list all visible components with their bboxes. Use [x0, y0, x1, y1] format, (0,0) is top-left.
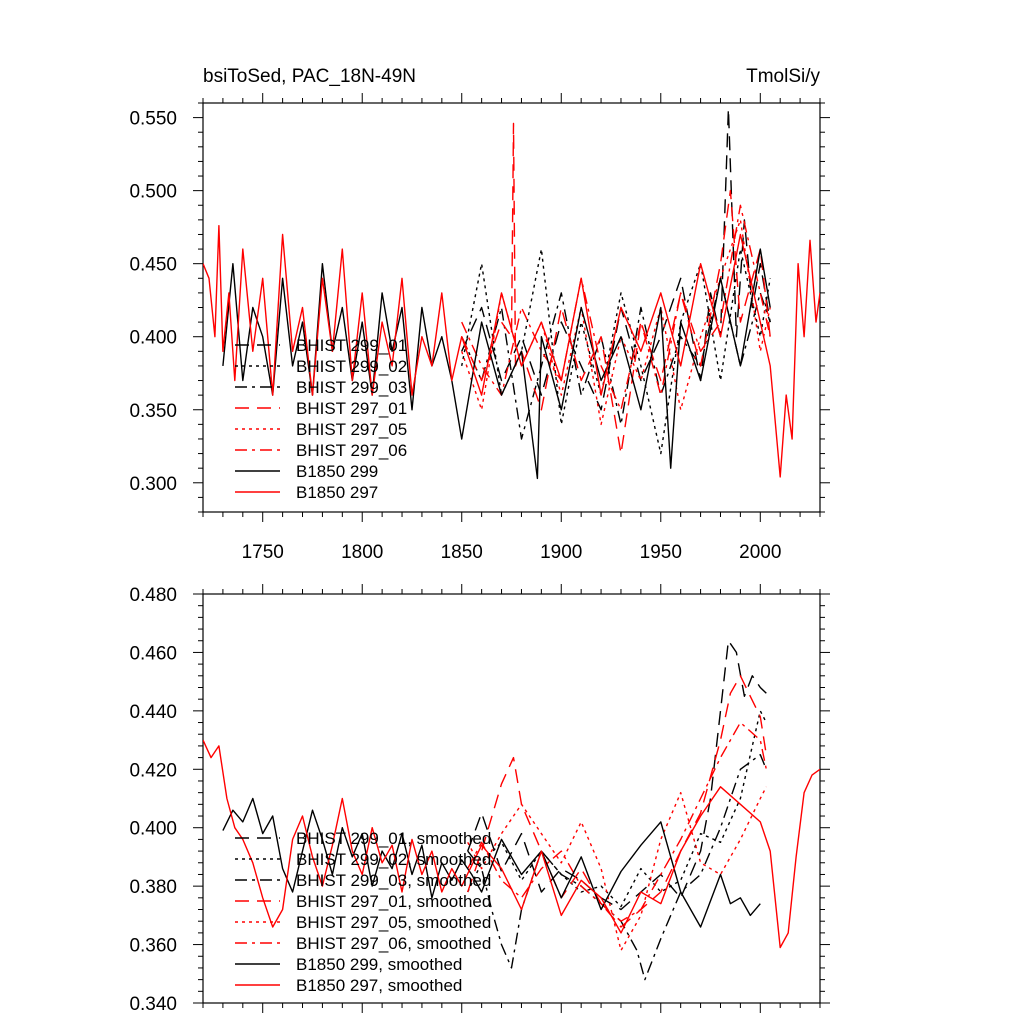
bottom-panel: 0.340 0.360 0.380 0.400 0.420 0.440 0.460 0.480… [129, 584, 830, 1015]
legend-label: BHIST 299_02 [296, 357, 407, 376]
legend-label: BHIST 299_01 [296, 336, 407, 355]
x-tick-label: 1850 [441, 542, 483, 563]
legend-label: BHIST 297_05, smoothed [296, 913, 491, 932]
legend-label: BHIST 299_01, smoothed [296, 829, 491, 848]
panel-title-left: bsiToSed, PAC_18N-49N [203, 66, 416, 87]
y-tick-label: 0.500 [129, 182, 177, 203]
y-tick-label: 0.420 [129, 760, 177, 781]
legend-label: BHIST 299_02, smoothed [296, 850, 491, 869]
y-tick-label: 0.400 [129, 328, 177, 349]
y-tick-label: 0.360 [129, 936, 177, 957]
legend-label: BHIST 299_03, smoothed [296, 871, 491, 890]
series-group [203, 640, 820, 981]
series-line-2 [461, 248, 771, 455]
panel-title-units: TmolSi/y [746, 66, 820, 87]
legend-label: BHIST 297_05 [296, 420, 407, 439]
y-tick-label: 0.440 [129, 702, 177, 723]
series-line-8 [203, 739, 820, 949]
series-line-5 [467, 786, 767, 952]
series-line-3 [467, 754, 767, 981]
y-tick-label: 0.450 [129, 255, 177, 276]
series-line-4 [461, 122, 771, 455]
y-tick-label: 0.480 [129, 585, 177, 606]
x-tick-label: 2000 [739, 542, 781, 563]
legend-label: B1850 297, smoothed [296, 976, 462, 995]
y-tick-label: 0.340 [129, 994, 177, 1015]
legend-label: BHIST 297_01, smoothed [296, 892, 491, 911]
legend-label: BHIST 297_06 [296, 441, 407, 460]
legend-label: BHIST 297_06, smoothed [296, 934, 491, 953]
legend-label: B1850 299, smoothed [296, 955, 462, 974]
x-tick-label: 1900 [540, 542, 582, 563]
legend-label: BHIST 299_03 [296, 378, 407, 397]
y-tick-label: 0.380 [129, 877, 177, 898]
x-tick-label: 1800 [341, 542, 383, 563]
y-tick-label: 0.400 [129, 819, 177, 840]
plot-frame [202, 593, 821, 1004]
series-group [203, 108, 820, 480]
series-line-7 [222, 797, 761, 928]
x-tick-label: 1950 [640, 542, 682, 563]
y-tick-label: 0.550 [129, 109, 177, 130]
top-panel: 1750 1800 1850 1900 1950 2000 0.300 0.350 0.400 0… [129, 93, 830, 563]
series-line-2 [467, 710, 767, 908]
legend-label: B1850 297 [296, 483, 378, 502]
series-line-6 [461, 204, 771, 411]
legend-label: B1850 299 [296, 462, 378, 481]
x-tick-label: 1750 [242, 542, 284, 563]
series-line-5 [461, 219, 771, 426]
series-line-6 [467, 721, 767, 922]
y-tick-label: 0.350 [129, 401, 177, 422]
y-tick-label: 0.300 [129, 474, 177, 495]
series-line-8 [203, 224, 820, 478]
y-tick-label: 0.460 [129, 643, 177, 664]
legend-label: BHIST 297_01 [296, 399, 407, 418]
